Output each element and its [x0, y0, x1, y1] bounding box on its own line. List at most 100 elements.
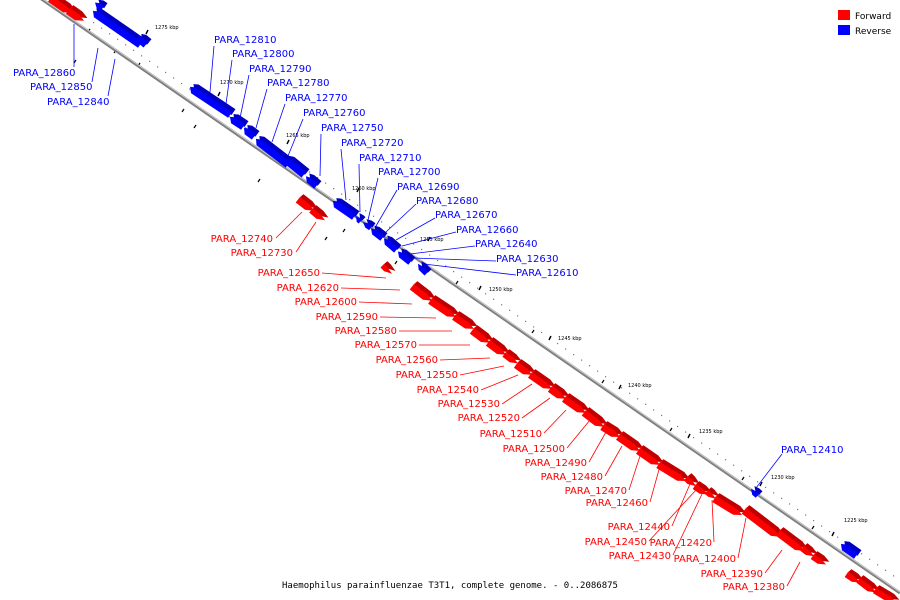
scale-tick	[811, 525, 815, 530]
gene-face-side	[401, 248, 416, 262]
label-leader-line	[367, 177, 379, 221]
gene-face-side	[779, 527, 808, 548]
figure-title: Haemophilus parainfluenzae T3T1, complet…	[282, 581, 618, 591]
gene-face-side	[387, 235, 402, 250]
gene-face-front	[295, 197, 314, 211]
scale-dot	[741, 470, 743, 472]
forward-gene-glyph	[636, 445, 664, 465]
scale-dot	[629, 392, 631, 394]
gene-face-front	[502, 352, 518, 364]
gene-label: PARA_12410	[781, 445, 843, 456]
scale-dot	[157, 66, 159, 68]
gene-label: PARA_12630	[496, 254, 558, 265]
gene-face-side	[309, 173, 322, 186]
gene-label: PARA_12620	[277, 283, 339, 294]
scale-dot	[133, 49, 135, 51]
label-leader-line	[648, 489, 697, 542]
reverse-gene-glyph	[363, 219, 376, 231]
reverse-gene-glyph	[230, 114, 249, 130]
scale-dot	[885, 569, 887, 571]
scale-tick	[759, 481, 763, 487]
gene-face-side	[814, 551, 830, 562]
scale-dot	[149, 60, 151, 62]
gene-face-side	[289, 155, 310, 175]
gene-label: PARA_12520	[458, 413, 520, 424]
gene-face-front	[562, 396, 586, 413]
gene-label: PARA_12600	[295, 297, 357, 308]
gene-face-side	[366, 219, 376, 228]
gene-face-side	[312, 205, 329, 218]
scale-dot	[477, 287, 479, 289]
reverse-gene-glyph	[418, 261, 432, 276]
scale-dot	[413, 243, 415, 245]
forward-gene-glyph	[616, 431, 644, 451]
forward-gene-glyph	[775, 527, 808, 551]
gene-face-front	[371, 228, 384, 241]
scale-dot	[581, 359, 583, 361]
scale-dot	[661, 414, 663, 417]
scale-dot	[669, 420, 671, 422]
gene-face-front	[600, 424, 620, 437]
gene-label: PARA_12560	[376, 355, 438, 366]
label-leader-line	[737, 517, 747, 559]
scale-tick	[687, 433, 691, 439]
legend: Forward Reverse	[838, 10, 892, 37]
label-leader-line	[321, 272, 387, 279]
reverse-gene-glyph	[384, 235, 402, 253]
legend-swatch-reverse	[838, 25, 850, 35]
label-leader-line	[255, 88, 268, 129]
gene-face-front	[616, 434, 640, 451]
scale-tick	[145, 29, 149, 35]
gene-label: PARA_12590	[316, 312, 378, 323]
forward-gene-glyph	[547, 383, 570, 399]
gene-label: PARA_12530	[438, 399, 500, 410]
reverse-gene-glyph	[398, 248, 416, 265]
gene-face-front	[384, 238, 398, 253]
scale-tick	[324, 236, 328, 241]
gene-face-front	[800, 546, 814, 557]
scale-dot	[717, 453, 719, 455]
scale-dot	[837, 536, 839, 538]
gene-face-front	[485, 340, 506, 355]
gene-face-front	[230, 116, 245, 130]
gene-face-front	[741, 508, 780, 537]
scale-dot	[485, 293, 487, 295]
scale-dot	[805, 514, 807, 516]
scale-dot	[677, 425, 679, 428]
scale-dot	[317, 176, 319, 179]
reverse-gene-glyph	[306, 173, 322, 189]
gene-face-side	[374, 225, 388, 238]
gene-label: PARA_12860	[13, 68, 75, 79]
scale-dot	[557, 342, 559, 345]
gene-face-front	[841, 543, 858, 559]
label-leader-line	[287, 118, 304, 157]
scale-dot	[821, 525, 823, 527]
gene-face-front	[872, 588, 894, 600]
label-leader-line	[375, 189, 398, 227]
scale-dot	[325, 182, 327, 184]
forward-gene-glyph	[428, 295, 460, 317]
gene-label: PARA_12750	[321, 123, 383, 134]
gene-label: PARA_12850	[30, 82, 92, 93]
scale-dot	[405, 237, 407, 240]
scale-tick-label: 1250 kbp	[489, 287, 513, 293]
scale-tick-label: 1270 kbp	[220, 80, 244, 86]
gene-face-side	[659, 459, 690, 479]
gene-face-front	[409, 284, 432, 301]
scale-tick-label: 1235 kbp	[699, 429, 723, 435]
forward-gene-glyph	[562, 393, 590, 413]
scale-dot	[245, 127, 247, 129]
scale-dot	[621, 387, 623, 389]
scale-dot	[773, 492, 775, 494]
label-leader-line	[395, 217, 436, 241]
label-leader-line	[295, 221, 317, 253]
scale-tick-label: 1230 kbp	[771, 475, 795, 481]
label-leader-line	[604, 445, 623, 477]
scale-dot	[645, 403, 647, 405]
gene-face-front	[775, 530, 804, 551]
gene-face-front	[683, 476, 696, 487]
scale-dot	[357, 204, 359, 206]
gene-face-front	[398, 251, 412, 265]
gene-face-side	[876, 585, 900, 600]
label-leader-line	[755, 453, 783, 489]
